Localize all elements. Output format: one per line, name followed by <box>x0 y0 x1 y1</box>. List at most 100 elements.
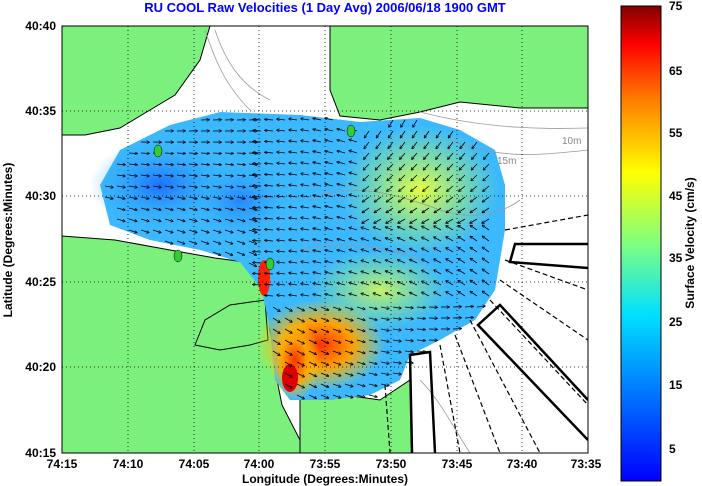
x-tick-label: 73:40 <box>507 457 538 471</box>
velocity-arrow <box>404 351 413 352</box>
velocity-arrow <box>416 318 425 319</box>
velocity-arrow <box>472 163 478 170</box>
velocity-arrow <box>364 163 370 170</box>
velocity-arrow <box>368 350 377 353</box>
velocity-arrow <box>308 339 316 343</box>
velocity-arrow <box>128 175 137 176</box>
velocity-arrow <box>152 164 161 165</box>
velocity-arrow <box>212 229 221 233</box>
velocity-arrow <box>470 226 478 231</box>
velocity-arrow <box>464 306 473 307</box>
velocity-arrow <box>398 218 406 223</box>
contour-label-15m: 15m <box>497 156 516 167</box>
velocity-arrow <box>265 130 274 131</box>
velocity-arrow <box>265 119 274 120</box>
velocity-arrow <box>337 250 346 253</box>
velocity-arrow <box>446 259 454 264</box>
velocity-arrow <box>224 164 233 165</box>
radar-stations <box>153 124 356 271</box>
velocity-arrow <box>337 162 346 165</box>
velocity-arrow <box>265 240 274 241</box>
velocity-arrow <box>325 261 334 264</box>
velocity-arrow <box>325 118 334 121</box>
velocity-arrow <box>301 163 310 164</box>
velocity-arrow <box>349 272 358 275</box>
velocity-arrow <box>277 163 286 164</box>
velocity-arrow <box>404 307 413 308</box>
velocity-arrow <box>332 394 341 398</box>
velocity-arrow <box>284 361 292 366</box>
velocity-arrow <box>284 306 292 311</box>
velocity-arrow <box>253 186 262 187</box>
velocity-arrow <box>470 259 478 264</box>
velocity-arrow <box>400 152 406 159</box>
velocity-arrow <box>313 217 322 220</box>
velocity-arrow <box>435 185 442 191</box>
velocity-arrow <box>277 295 286 296</box>
velocity-arrow <box>368 361 377 364</box>
velocity-arrow <box>470 237 478 242</box>
y-tick-label: 40:40 <box>25 19 56 33</box>
velocity-arrow <box>422 226 430 231</box>
velocity-arrow <box>289 262 298 263</box>
velocity-arrow <box>434 259 442 264</box>
velocity-arrow <box>435 196 442 202</box>
velocity-arrow <box>164 218 173 221</box>
channel-lines <box>384 214 588 453</box>
velocity-arrow <box>325 283 334 286</box>
velocity-arrow <box>289 163 298 164</box>
velocity-arrow <box>446 292 454 297</box>
velocity-arrow <box>458 218 466 223</box>
velocity-arrow <box>436 141 442 148</box>
velocity-arrow <box>380 362 389 364</box>
velocity-arrow <box>363 174 370 181</box>
velocity-arrow <box>422 270 430 275</box>
velocity-arrow <box>410 227 418 231</box>
velocity-arrow <box>313 173 322 176</box>
velocity-arrow <box>361 238 370 242</box>
y-tick-label: 40:20 <box>25 360 56 374</box>
colorbar-tick: 75 <box>669 0 683 13</box>
velocity-arrow <box>422 281 430 286</box>
velocity-arrow <box>325 173 334 176</box>
velocity-arrow <box>460 152 466 159</box>
velocity-arrow <box>332 372 341 376</box>
velocity-arrow <box>301 119 310 120</box>
velocity-arrow <box>349 239 358 242</box>
velocity-arrow <box>188 153 197 154</box>
station-marker <box>173 249 183 263</box>
velocity-arrow <box>460 163 466 170</box>
velocity-arrow <box>376 163 382 170</box>
velocity-arrow <box>483 269 490 275</box>
velocity-arrow <box>386 227 394 231</box>
velocity-arrow <box>116 164 125 165</box>
velocity-arrow <box>313 162 322 165</box>
velocity-arrow <box>296 383 304 388</box>
velocity-arrow <box>356 317 365 320</box>
velocity-arrow <box>434 218 442 223</box>
velocity-arrow <box>332 306 341 310</box>
velocity-arrow <box>296 372 304 377</box>
velocity-arrow <box>374 249 382 253</box>
velocity-arrow <box>313 184 322 187</box>
velocity-arrow <box>325 250 334 253</box>
velocity-arrow <box>368 383 377 386</box>
velocity-arrow <box>140 153 149 154</box>
velocity-arrow <box>272 317 280 322</box>
velocity-arrow <box>152 229 161 233</box>
velocity-arrow <box>484 152 490 159</box>
velocity-arrow <box>410 271 418 275</box>
velocity-arrow <box>308 394 316 398</box>
velocity-arrow <box>374 282 382 286</box>
velocity-arrow <box>458 270 466 275</box>
velocity-arrow <box>152 186 161 187</box>
velocity-arrow <box>447 196 454 202</box>
velocity-arrow <box>224 251 232 255</box>
velocity-arrow <box>337 261 346 264</box>
velocity-arrow <box>277 240 286 241</box>
velocity-arrow <box>104 196 113 199</box>
velocity-arrow <box>188 229 197 233</box>
velocity-arrow <box>176 186 185 187</box>
velocity-arrow <box>289 141 298 142</box>
